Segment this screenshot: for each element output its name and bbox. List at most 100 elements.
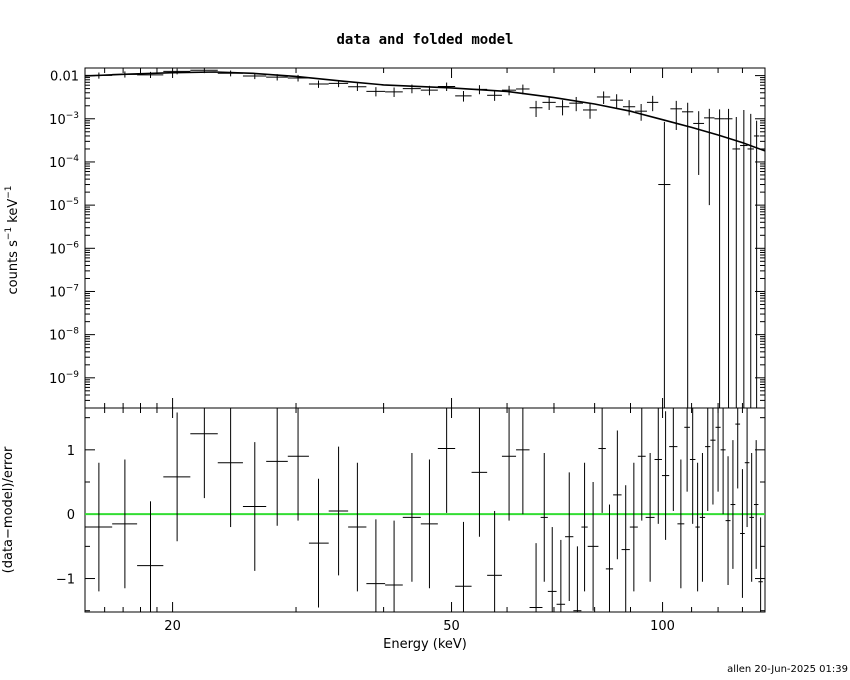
x-tick-label: 100 <box>650 619 675 634</box>
y-tick-label: 10−6 <box>49 240 79 257</box>
y-tick-base: 10 <box>49 242 66 257</box>
data-point <box>385 87 403 97</box>
y-tick-base: 10 <box>49 199 66 214</box>
residual-point <box>437 408 456 513</box>
residual-point <box>669 408 678 511</box>
residual-points <box>85 408 763 612</box>
y-tick-label: 0.01 <box>50 70 79 85</box>
x-tick-label: 50 <box>443 619 460 634</box>
residual-point <box>112 459 138 589</box>
residual-point <box>677 459 685 589</box>
residual-point <box>689 408 696 524</box>
data-point <box>112 71 138 78</box>
data-point <box>487 90 502 101</box>
data-point <box>569 96 583 112</box>
data-point <box>596 91 611 104</box>
data-point <box>658 121 671 408</box>
data-point <box>732 116 741 408</box>
residual-point <box>529 543 543 612</box>
residual-point <box>471 408 488 537</box>
data-point <box>348 83 367 91</box>
data-point <box>266 74 288 81</box>
residual-point <box>749 453 754 582</box>
data-point <box>682 102 694 408</box>
residual-point <box>740 469 745 598</box>
residual-point <box>753 440 759 569</box>
data-point <box>516 84 530 95</box>
residual-point <box>705 408 711 511</box>
residual-point <box>637 408 646 521</box>
residual-point <box>710 408 716 505</box>
data-point <box>242 73 267 80</box>
y-label-exponent: −1 <box>4 185 14 198</box>
data-point <box>555 100 570 116</box>
residual-point <box>516 408 530 515</box>
residual-point <box>547 527 557 612</box>
residual-point <box>402 453 421 582</box>
y-tick-label: 10−5 <box>49 197 79 214</box>
data-point <box>714 109 725 408</box>
residual-point <box>565 472 574 602</box>
y-tick-label: 10−9 <box>49 370 79 387</box>
data-point <box>501 85 517 96</box>
residual-point <box>573 546 582 612</box>
residual-point <box>744 408 750 528</box>
residual-point <box>242 442 267 571</box>
residual-point <box>137 501 164 612</box>
residual-point <box>308 478 329 608</box>
data-point <box>217 70 243 77</box>
y-tick-exponent: −6 <box>66 240 80 250</box>
residual-point <box>613 430 622 560</box>
residual-point <box>684 408 690 492</box>
residual-x-axis: 20 50 100 <box>84 68 766 634</box>
data-point <box>670 100 683 130</box>
residual-point <box>715 408 721 492</box>
data-point <box>753 120 760 408</box>
residual-point <box>621 485 630 612</box>
residual-y-label: (data−model)/error <box>1 446 16 573</box>
residual-point <box>455 521 472 612</box>
y-tick-exponent: −3 <box>66 111 79 121</box>
data-point <box>163 68 191 75</box>
residual-point <box>699 453 706 582</box>
y-tick-base: 10 <box>49 285 66 300</box>
residual-point <box>190 408 218 499</box>
data-point <box>366 87 386 97</box>
residual-point <box>629 462 638 592</box>
y-tick-exponent: −8 <box>66 327 80 337</box>
data-point <box>137 71 164 78</box>
residual-point <box>85 462 113 592</box>
data-points <box>85 68 760 408</box>
y-tick-label: −1 <box>56 573 75 588</box>
y-tick-base: 10 <box>49 156 66 171</box>
spectrum-y-label: counts s−1 keV−1 <box>4 185 21 294</box>
residual-point <box>735 408 741 489</box>
residual-point <box>328 446 349 576</box>
data-point <box>85 72 113 79</box>
chart-title: data and folded model <box>336 32 513 48</box>
y-tick-base: 10 <box>49 372 66 387</box>
data-point <box>610 94 623 108</box>
residual-point <box>385 520 403 612</box>
residual-point <box>725 456 731 585</box>
y-tick-exponent: −4 <box>66 154 80 164</box>
data-point <box>704 108 715 206</box>
y-tick-label: 10−4 <box>49 154 79 171</box>
residual-point <box>420 459 438 589</box>
residual-point <box>581 462 588 592</box>
x-axis-label: Energy (keV) <box>383 637 467 652</box>
footer-stamp: allen 20-Jun-2025 01:39 <box>727 664 848 675</box>
data-point <box>402 84 421 94</box>
residual-point <box>758 517 763 612</box>
y-tick-label: 10−8 <box>49 327 79 344</box>
data-point <box>724 108 733 408</box>
residual-point <box>366 519 386 612</box>
data-point <box>420 85 438 96</box>
residual-point <box>730 440 736 569</box>
y-tick-exponent: −5 <box>66 197 79 207</box>
residual-point <box>556 539 566 612</box>
y-tick-label: 10−3 <box>49 111 79 128</box>
residual-point <box>348 462 367 592</box>
